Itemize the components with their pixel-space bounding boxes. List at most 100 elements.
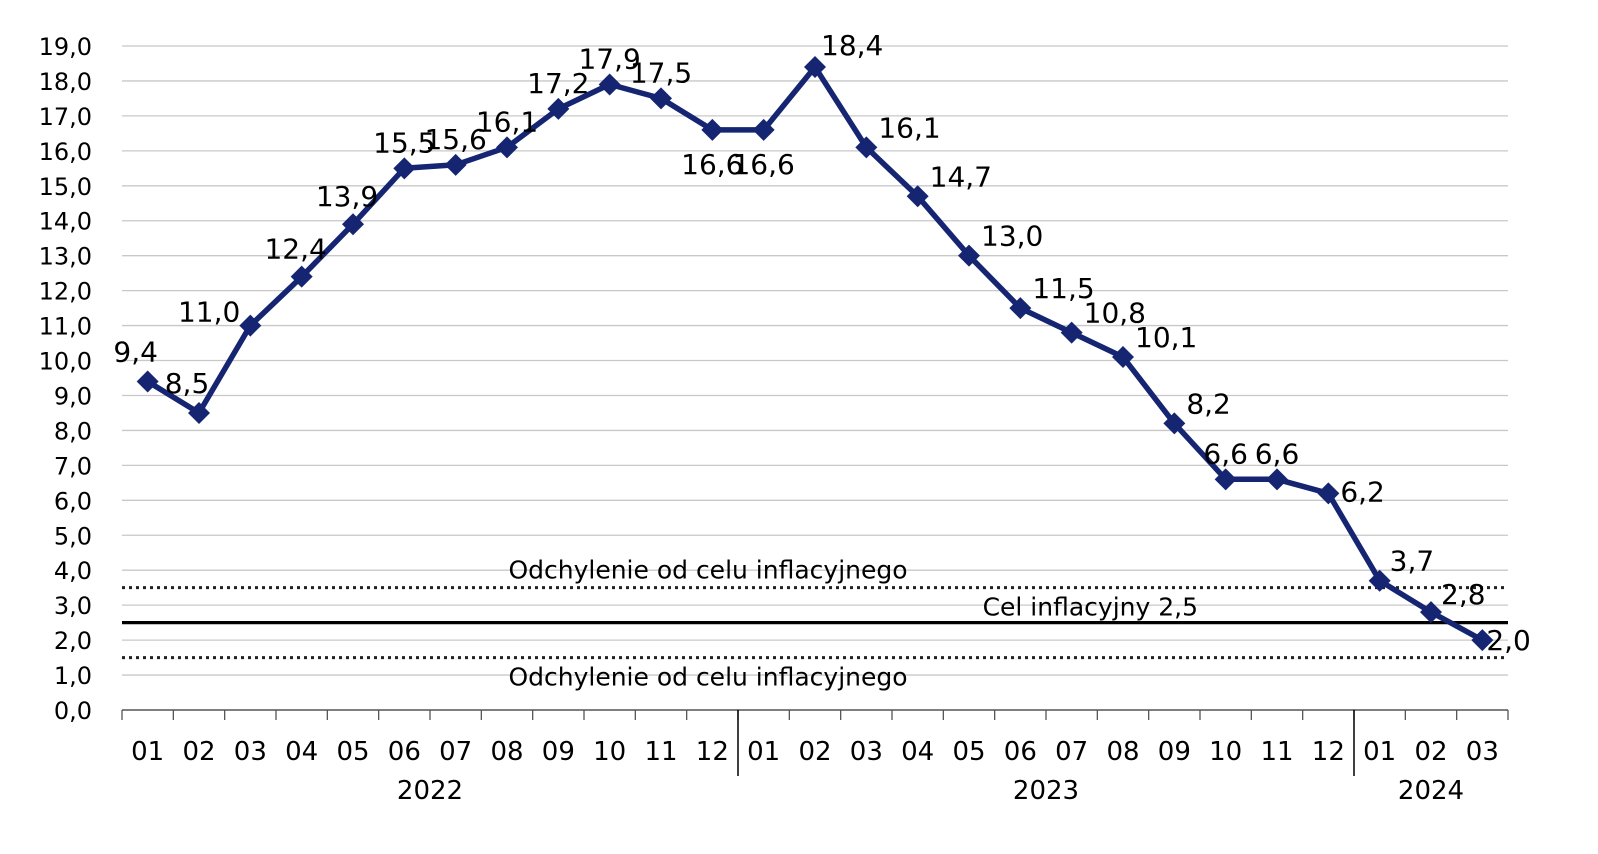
x-tick-label: 01	[131, 737, 164, 767]
y-tick-label: 19,0	[39, 33, 92, 61]
x-tick-label: 06	[1004, 737, 1037, 767]
inflation-target-label: Cel inflacyjny 2,5	[983, 593, 1198, 622]
data-label: 15,5	[373, 126, 435, 159]
x-tick-label: 01	[1363, 737, 1396, 767]
gridlines	[122, 45, 1508, 676]
y-tick-label: 3,0	[54, 592, 92, 620]
data-point-marker	[342, 213, 364, 236]
data-label: 8,5	[165, 367, 210, 400]
data-label: 12,4	[264, 233, 326, 266]
x-tick-label: 08	[490, 737, 523, 767]
data-point-marker	[1317, 482, 1340, 505]
data-label: 8,2	[1186, 387, 1231, 420]
data-label: 10,1	[1135, 321, 1197, 354]
data-point-marker	[1420, 601, 1442, 624]
x-tick-label: 04	[901, 737, 934, 767]
y-tick-label: 15,0	[39, 173, 92, 201]
data-label: 14,7	[930, 160, 992, 193]
data-point-marker	[1266, 468, 1288, 491]
x-tick-label: 12	[696, 737, 729, 767]
year-label: 2024	[1398, 776, 1464, 806]
series	[136, 55, 1494, 652]
x-tick-label: 10	[1209, 737, 1242, 767]
x-tick-label: 03	[234, 737, 267, 767]
data-label: 13,9	[316, 180, 378, 213]
data-point-marker	[1163, 412, 1186, 435]
data-point-marker	[1214, 468, 1237, 491]
y-tick-label: 9,0	[54, 382, 92, 410]
upper-tolerance-label: Odchylenie od celu inflacyjnego	[508, 556, 907, 585]
x-tick-label: 05	[952, 737, 985, 767]
x-tick-label: 12	[1312, 737, 1345, 767]
y-tick-label: 4,0	[54, 557, 92, 585]
data-label: 16,1	[476, 105, 538, 138]
x-tick-label: 09	[1158, 737, 1191, 767]
y-tick-label: 6,0	[54, 487, 92, 515]
x-axis: 01 02 03 04 05 06 07 08 09 10 11 12 01 02 03 04 05 06 07 08…	[121, 709, 1509, 806]
x-tick-label: 04	[285, 737, 318, 767]
data-label: 9,4	[113, 335, 158, 368]
data-label: 17,2	[527, 67, 589, 100]
series-line	[146, 64, 1484, 643]
x-tick-label: 08	[1106, 737, 1139, 767]
data-point-marker	[701, 118, 724, 141]
data-point-marker	[547, 97, 570, 120]
data-point-marker	[650, 87, 672, 110]
y-tick-label: 16,0	[39, 138, 92, 166]
x-tick-label: 07	[439, 737, 472, 767]
data-point-marker	[393, 157, 416, 180]
data-point-marker	[1471, 629, 1494, 652]
data-label: 2,0	[1486, 624, 1531, 657]
data-label: 16,6	[681, 148, 743, 181]
y-tick-label: 12,0	[39, 278, 92, 306]
data-label: 6,6	[1255, 437, 1300, 470]
year-label: 2022	[397, 776, 463, 806]
y-tick-label: 18,0	[39, 68, 92, 96]
y-axis-ticks: 0,0 1,0 2,0 3,0 4,0 5,0 6,0 7,0 8,0 9,0 10,0 11,0 12…	[39, 33, 92, 725]
data-point-marker	[444, 153, 467, 176]
data-label: 16,6	[732, 148, 794, 181]
y-tick-label: 5,0	[54, 522, 92, 550]
data-point-marker	[1112, 346, 1134, 369]
x-tick-label: 07	[1055, 737, 1088, 767]
data-label: 18,4	[821, 29, 883, 62]
x-tick-label: 03	[1466, 737, 1499, 767]
data-point-marker	[752, 118, 775, 141]
lower-tolerance-label: Odchylenie od celu inflacyjnego	[508, 663, 907, 692]
data-point-marker	[188, 401, 210, 424]
data-label: 15,6	[424, 123, 486, 156]
data-point-marker	[290, 265, 313, 288]
data-label: 6,6	[1203, 437, 1248, 470]
x-tick-label: 03	[850, 737, 883, 767]
data-label: 17,5	[630, 56, 692, 89]
data-point-marker	[1009, 297, 1032, 320]
x-tick-label: 11	[1260, 737, 1293, 767]
data-point-marker	[1060, 321, 1083, 344]
data-point-marker	[958, 244, 980, 267]
y-tick-label: 11,0	[39, 313, 92, 341]
data-labels: 9,48,511,012,413,915,515,616,117,217,917…	[113, 29, 1530, 657]
data-point-marker	[1368, 569, 1391, 592]
x-tick-label: 10	[593, 737, 626, 767]
year-label: 2023	[1013, 776, 1079, 806]
data-label: 2,8	[1441, 578, 1486, 611]
data-point-marker	[239, 314, 262, 337]
x-tick-label: 02	[798, 737, 831, 767]
data-point-marker	[598, 73, 621, 96]
y-tick-label: 14,0	[39, 208, 92, 236]
x-tick-label: 11	[644, 737, 677, 767]
data-label: 3,7	[1390, 545, 1435, 578]
y-tick-label: 7,0	[54, 452, 92, 480]
y-tick-label: 10,0	[39, 348, 92, 376]
data-point-marker	[136, 370, 159, 393]
x-tick-label: 02	[1414, 737, 1447, 767]
y-tick-label: 13,0	[39, 243, 92, 271]
data-point-marker	[855, 136, 878, 159]
x-tick-label: 09	[542, 737, 575, 767]
data-label: 11,5	[1032, 272, 1094, 305]
y-tick-label: 0,0	[54, 697, 92, 725]
x-tick-label: 05	[336, 737, 369, 767]
data-point-marker	[496, 136, 518, 159]
data-label: 11,0	[178, 296, 240, 329]
